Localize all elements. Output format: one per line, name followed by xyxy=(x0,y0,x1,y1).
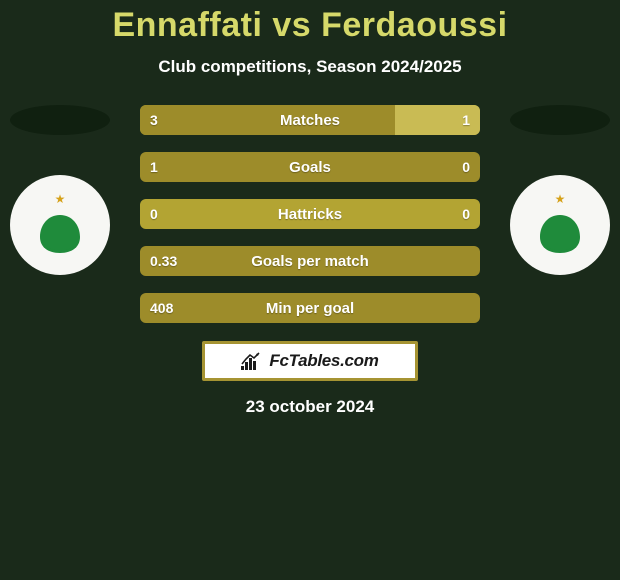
stat-row: 0.33Goals per match xyxy=(140,246,480,276)
stat-label: Goals per match xyxy=(140,246,480,276)
logo-shadow xyxy=(510,105,610,135)
stat-label: Matches xyxy=(140,105,480,135)
stat-label: Hattricks xyxy=(140,199,480,229)
club-emblem-icon xyxy=(30,207,90,257)
date-label: 23 october 2024 xyxy=(0,397,620,417)
comparison-content: ★ ★ 31Matches 10Goals 00Hattricks 0.33Goals… xyxy=(0,105,620,417)
star-icon: ★ xyxy=(55,193,66,205)
stat-row: 31Matches xyxy=(140,105,480,135)
brand-text: FcTables.com xyxy=(269,351,378,371)
stat-row: 408Min per goal xyxy=(140,293,480,323)
stat-bars-container: 31Matches 10Goals 00Hattricks 0.33Goals per… xyxy=(140,105,480,323)
star-icon: ★ xyxy=(555,193,566,205)
page-title: Ennaffati vs Ferdaoussi xyxy=(0,0,620,45)
subtitle: Club competitions, Season 2024/2025 xyxy=(0,57,620,77)
stat-label: Goals xyxy=(140,152,480,182)
left-club-logo: ★ xyxy=(10,175,110,275)
stat-row: 10Goals xyxy=(140,152,480,182)
club-emblem-icon xyxy=(530,207,590,257)
logo-shadow xyxy=(10,105,110,135)
brand-box: FcTables.com xyxy=(202,341,418,381)
stat-label: Min per goal xyxy=(140,293,480,323)
right-player-logo-wrap: ★ xyxy=(510,105,610,305)
right-club-logo: ★ xyxy=(510,175,610,275)
stat-row: 00Hattricks xyxy=(140,199,480,229)
left-player-logo-wrap: ★ xyxy=(10,105,110,305)
fctables-logo-icon xyxy=(241,352,263,370)
